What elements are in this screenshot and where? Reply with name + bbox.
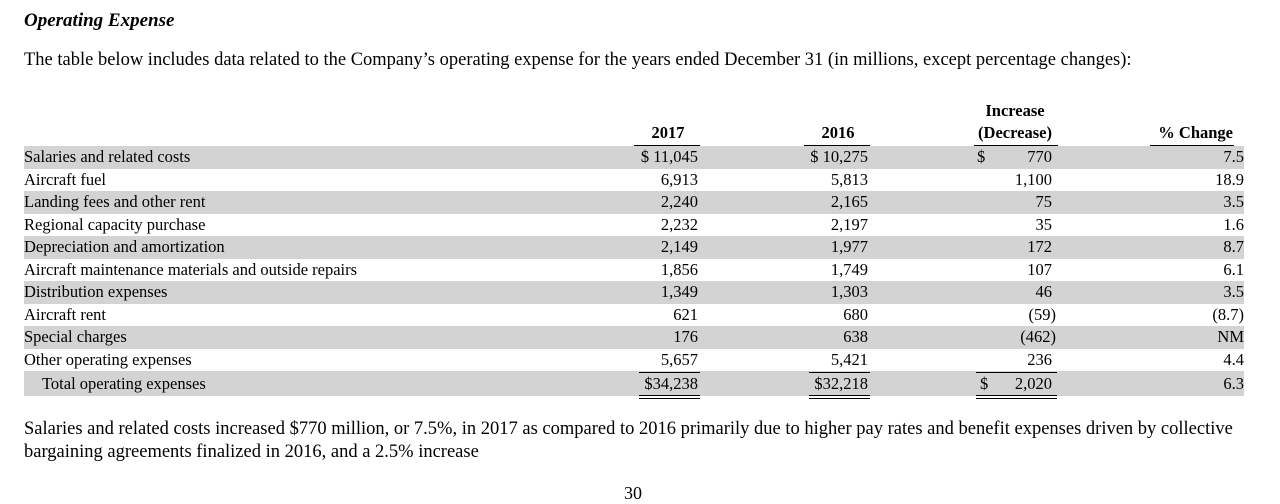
- table-row: Aircraft fuel 6,913 5,813 1,100 18.9: [24, 169, 1244, 192]
- row-label: Distribution expenses: [24, 282, 168, 301]
- value-increase: (59): [1028, 304, 1057, 324]
- value-pct-change: (8.7): [1212, 304, 1244, 324]
- value-2016: 5,421: [830, 349, 868, 369]
- table-row: Salaries and related costs $ 11,045 $ 10…: [24, 146, 1244, 169]
- value-pct-change: 6.1: [1223, 259, 1244, 279]
- total-increase-dollar-sign: $: [980, 374, 989, 393]
- row-label: Salaries and related costs: [24, 147, 191, 166]
- subtotal-rule-2017: [639, 372, 700, 373]
- value-increase: 46: [1035, 282, 1053, 301]
- row-label: Depreciation and amortization: [24, 237, 225, 256]
- header-underline-2016: [804, 145, 870, 146]
- table-row: Regional capacity purchase 2,232 2,197 3…: [24, 214, 1244, 237]
- subtotal-rule-increase: [976, 372, 1057, 373]
- value-2017: 1,856: [660, 259, 698, 279]
- total-2017: $34,238: [644, 374, 698, 393]
- value-2016: 1,977: [830, 237, 868, 256]
- value-2017: 621: [673, 304, 698, 324]
- value-2017: 5,657: [660, 349, 698, 369]
- value-pct-change: 18.9: [1215, 169, 1244, 189]
- row-label: Aircraft rent: [24, 304, 106, 324]
- total-double-rule-2017: [639, 395, 700, 399]
- value-increase: 770: [1027, 147, 1052, 166]
- value-2017: 2,149: [660, 237, 698, 256]
- section-heading: Operating Expense: [24, 10, 175, 31]
- value-2016: 638: [843, 327, 868, 346]
- value-2016: 2,165: [830, 192, 868, 211]
- header-underline-2017: [634, 145, 700, 146]
- table-row: Aircraft rent 621 680 (59) (8.7): [24, 304, 1244, 327]
- value-pct-change: 4.4: [1223, 349, 1244, 369]
- value-increase: 75: [1035, 192, 1053, 211]
- value-increase: 35: [1035, 214, 1053, 234]
- value-2017: 2,232: [660, 214, 698, 234]
- total-increase: 2,020: [1014, 374, 1052, 393]
- value-2016: 680: [843, 304, 868, 324]
- total-2016: $32,218: [814, 374, 868, 393]
- value-pct-change: NM: [1217, 327, 1244, 346]
- header-increase: Increase: [985, 101, 1045, 120]
- value-2017: 1,349: [660, 282, 698, 301]
- table-row: Depreciation and amortization 2,149 1,97…: [24, 236, 1244, 259]
- row-label: Aircraft maintenance materials and outsi…: [24, 259, 358, 279]
- value-pct-change: 8.7: [1223, 237, 1244, 256]
- value-pct-change: 1.6: [1223, 214, 1244, 234]
- increase-dollar-sign: $: [977, 147, 986, 166]
- table-total-row: Total operating expenses $34,238 $32,218…: [24, 371, 1244, 396]
- subtotal-rule-2016: [809, 372, 870, 373]
- total-pct-change: 6.3: [1223, 374, 1244, 393]
- value-2017: $ 11,045: [640, 147, 698, 166]
- value-increase: 236: [1027, 349, 1052, 369]
- header-2017: 2017: [651, 123, 685, 142]
- value-pct-change: 3.5: [1223, 282, 1244, 301]
- intro-text: The table below includes data related to…: [24, 50, 1132, 70]
- value-2016: 2,197: [830, 214, 868, 234]
- value-2017: 2,240: [660, 192, 698, 211]
- value-pct-change: 7.5: [1223, 147, 1244, 166]
- row-label: Regional capacity purchase: [24, 214, 206, 234]
- page-number: 30: [624, 483, 642, 503]
- row-label: Other operating expenses: [24, 349, 192, 369]
- value-2017: 176: [673, 327, 698, 346]
- total-double-rule-2016: [809, 395, 870, 399]
- header-pct-change: % Change: [1158, 123, 1233, 142]
- total-label: Total operating expenses: [42, 374, 206, 393]
- row-label: Aircraft fuel: [24, 169, 106, 189]
- header-underline-pct: [1150, 145, 1234, 146]
- table-row: Other operating expenses 5,657 5,421 236…: [24, 349, 1244, 372]
- header-decrease: (Decrease): [978, 123, 1052, 142]
- table-row: Aircraft maintenance materials and outsi…: [24, 259, 1244, 282]
- expense-table: Salaries and related costs $ 11,045 $ 10…: [24, 146, 1244, 396]
- value-2016: $ 10,275: [810, 147, 868, 166]
- header-2016: 2016: [821, 123, 855, 142]
- value-2016: 1,303: [830, 282, 868, 301]
- row-label: Special charges: [24, 327, 127, 346]
- value-2017: 6,913: [660, 169, 698, 189]
- value-increase: (462): [1020, 327, 1056, 346]
- table-row: Distribution expenses 1,349 1,303 46 3.5: [24, 281, 1244, 304]
- total-double-rule-increase: [976, 395, 1057, 399]
- table-row: Landing fees and other rent 2,240 2,165 …: [24, 191, 1244, 214]
- body-paragraph: Salaries and related costs increased $77…: [24, 419, 1233, 462]
- row-label: Landing fees and other rent: [24, 192, 206, 211]
- value-2016: 1,749: [830, 259, 868, 279]
- header-underline-increase: [974, 145, 1058, 146]
- value-2016: 5,813: [830, 169, 868, 189]
- value-increase: 107: [1027, 259, 1052, 279]
- value-increase: 172: [1027, 237, 1052, 256]
- value-increase: 1,100: [1014, 169, 1052, 189]
- value-pct-change: 3.5: [1223, 192, 1244, 211]
- table-row: Special charges 176 638 (462) NM: [24, 326, 1244, 349]
